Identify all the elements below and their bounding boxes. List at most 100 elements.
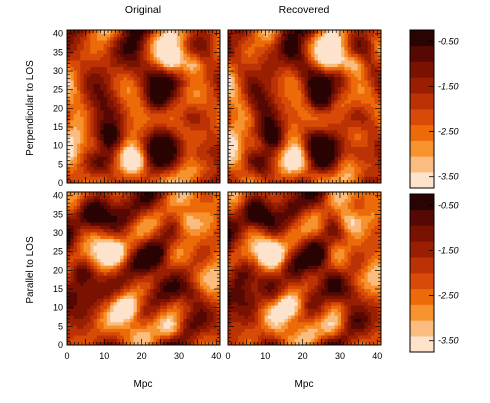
heatmap-cell	[193, 89, 198, 94]
heatmap-cell	[136, 173, 141, 177]
heatmap-cell	[93, 331, 98, 336]
heatmap-cell	[271, 126, 276, 131]
heatmap-cell	[93, 318, 98, 323]
heatmap-cell	[136, 56, 141, 61]
heatmap-cell	[364, 116, 369, 121]
heatmap-cell	[277, 153, 282, 157]
heatmap-cell	[80, 139, 85, 144]
heatmap-cell	[203, 159, 208, 164]
heatmap-cell	[100, 59, 105, 64]
heatmap-cell	[206, 66, 211, 71]
heatmap-cell	[86, 176, 91, 181]
heatmap-cell	[228, 69, 232, 74]
heatmap-cell	[153, 129, 158, 134]
heatmap-cell	[203, 153, 208, 157]
heatmap-cell	[130, 176, 135, 181]
heatmap-cell	[67, 163, 71, 167]
heatmap-cell	[304, 93, 309, 98]
heatmap-cell	[264, 93, 269, 98]
heatmap-cell	[327, 156, 332, 161]
heatmap-cell	[267, 56, 272, 61]
heatmap-cell	[196, 103, 201, 107]
heatmap-cell	[251, 166, 256, 171]
heatmap-cell	[196, 49, 201, 54]
heatmap-cell	[73, 129, 78, 134]
heatmap-cell	[86, 59, 91, 64]
heatmap-cell	[287, 139, 292, 144]
heatmap-cell	[304, 113, 309, 117]
heatmap-cell	[337, 146, 342, 151]
heatmap-cell	[327, 116, 332, 121]
heatmap-cell	[93, 63, 98, 68]
heatmap-cell	[277, 73, 282, 78]
heatmap-cell	[277, 109, 282, 114]
heatmap-cell	[321, 113, 325, 117]
heatmap-cell	[86, 301, 91, 306]
heatmap-cell	[116, 159, 121, 164]
heatmap-cell	[271, 176, 276, 181]
heatmap-cell	[210, 109, 214, 114]
heatmap-cell	[67, 211, 71, 216]
heatmap-cell	[364, 159, 369, 164]
heatmap-cell	[183, 86, 188, 91]
heatmap-cell	[334, 153, 339, 157]
heatmap-cell	[247, 63, 252, 68]
heatmap-cell	[153, 109, 158, 114]
heatmap-cell	[317, 153, 322, 157]
heatmap-cell	[327, 89, 332, 94]
heatmap-cell	[70, 76, 75, 81]
heatmap-cell	[274, 83, 279, 88]
heatmap-cell	[186, 156, 191, 161]
heatmap-cell	[143, 149, 148, 154]
heatmap-cell	[186, 43, 191, 48]
heatmap-cell	[324, 149, 329, 154]
heatmap-cell	[364, 146, 369, 151]
heatmap-cell	[371, 166, 375, 171]
heatmap-cell	[261, 146, 266, 151]
heatmap-cell	[113, 133, 118, 137]
heatmap-cell	[190, 103, 194, 107]
heatmap-cell	[267, 113, 272, 117]
heatmap-cell	[264, 173, 269, 177]
heatmap-cell	[364, 163, 369, 167]
heatmap-cell	[120, 69, 125, 74]
heatmap-cell	[103, 143, 108, 147]
heatmap-cell	[106, 36, 111, 41]
heatmap-cell	[93, 139, 98, 144]
heatmap-cell	[377, 133, 382, 137]
heatmap-cell	[150, 99, 154, 104]
heatmap-cell	[196, 166, 201, 171]
heatmap-cell	[116, 143, 121, 147]
heatmap-cell	[80, 218, 85, 223]
heatmap-cell	[284, 73, 289, 78]
heatmap-cell	[67, 83, 71, 88]
heatmap-cell	[163, 43, 168, 48]
heatmap-cell	[67, 173, 71, 177]
heatmap-cell	[73, 305, 78, 309]
heatmap-cell	[206, 56, 211, 61]
heatmap-cell	[100, 33, 105, 38]
heatmap-cell	[334, 103, 339, 107]
heatmap-cell	[100, 43, 105, 48]
heatmap-cell	[337, 53, 342, 58]
heatmap-cell	[291, 123, 296, 127]
heatmap-cell	[93, 166, 98, 171]
heatmap-cell	[180, 93, 184, 98]
heatmap-cell	[90, 208, 95, 213]
heatmap-cell	[143, 143, 148, 147]
heatmap-cell	[304, 109, 309, 114]
heatmap-cell	[70, 169, 75, 174]
heatmap-cell	[297, 103, 302, 107]
heatmap-cell	[231, 133, 236, 137]
heatmap-cell	[186, 79, 191, 84]
heatmap-cell	[113, 73, 118, 78]
heatmap-cell	[327, 56, 332, 61]
heatmap-cell	[351, 159, 355, 164]
heatmap-cell	[297, 93, 302, 98]
heatmap-cell	[70, 136, 75, 141]
heatmap-cell	[251, 159, 256, 164]
heatmap-cell	[203, 113, 208, 117]
heatmap-cell	[123, 113, 128, 117]
heatmap-cell	[294, 103, 299, 107]
heatmap-cell	[76, 126, 81, 131]
